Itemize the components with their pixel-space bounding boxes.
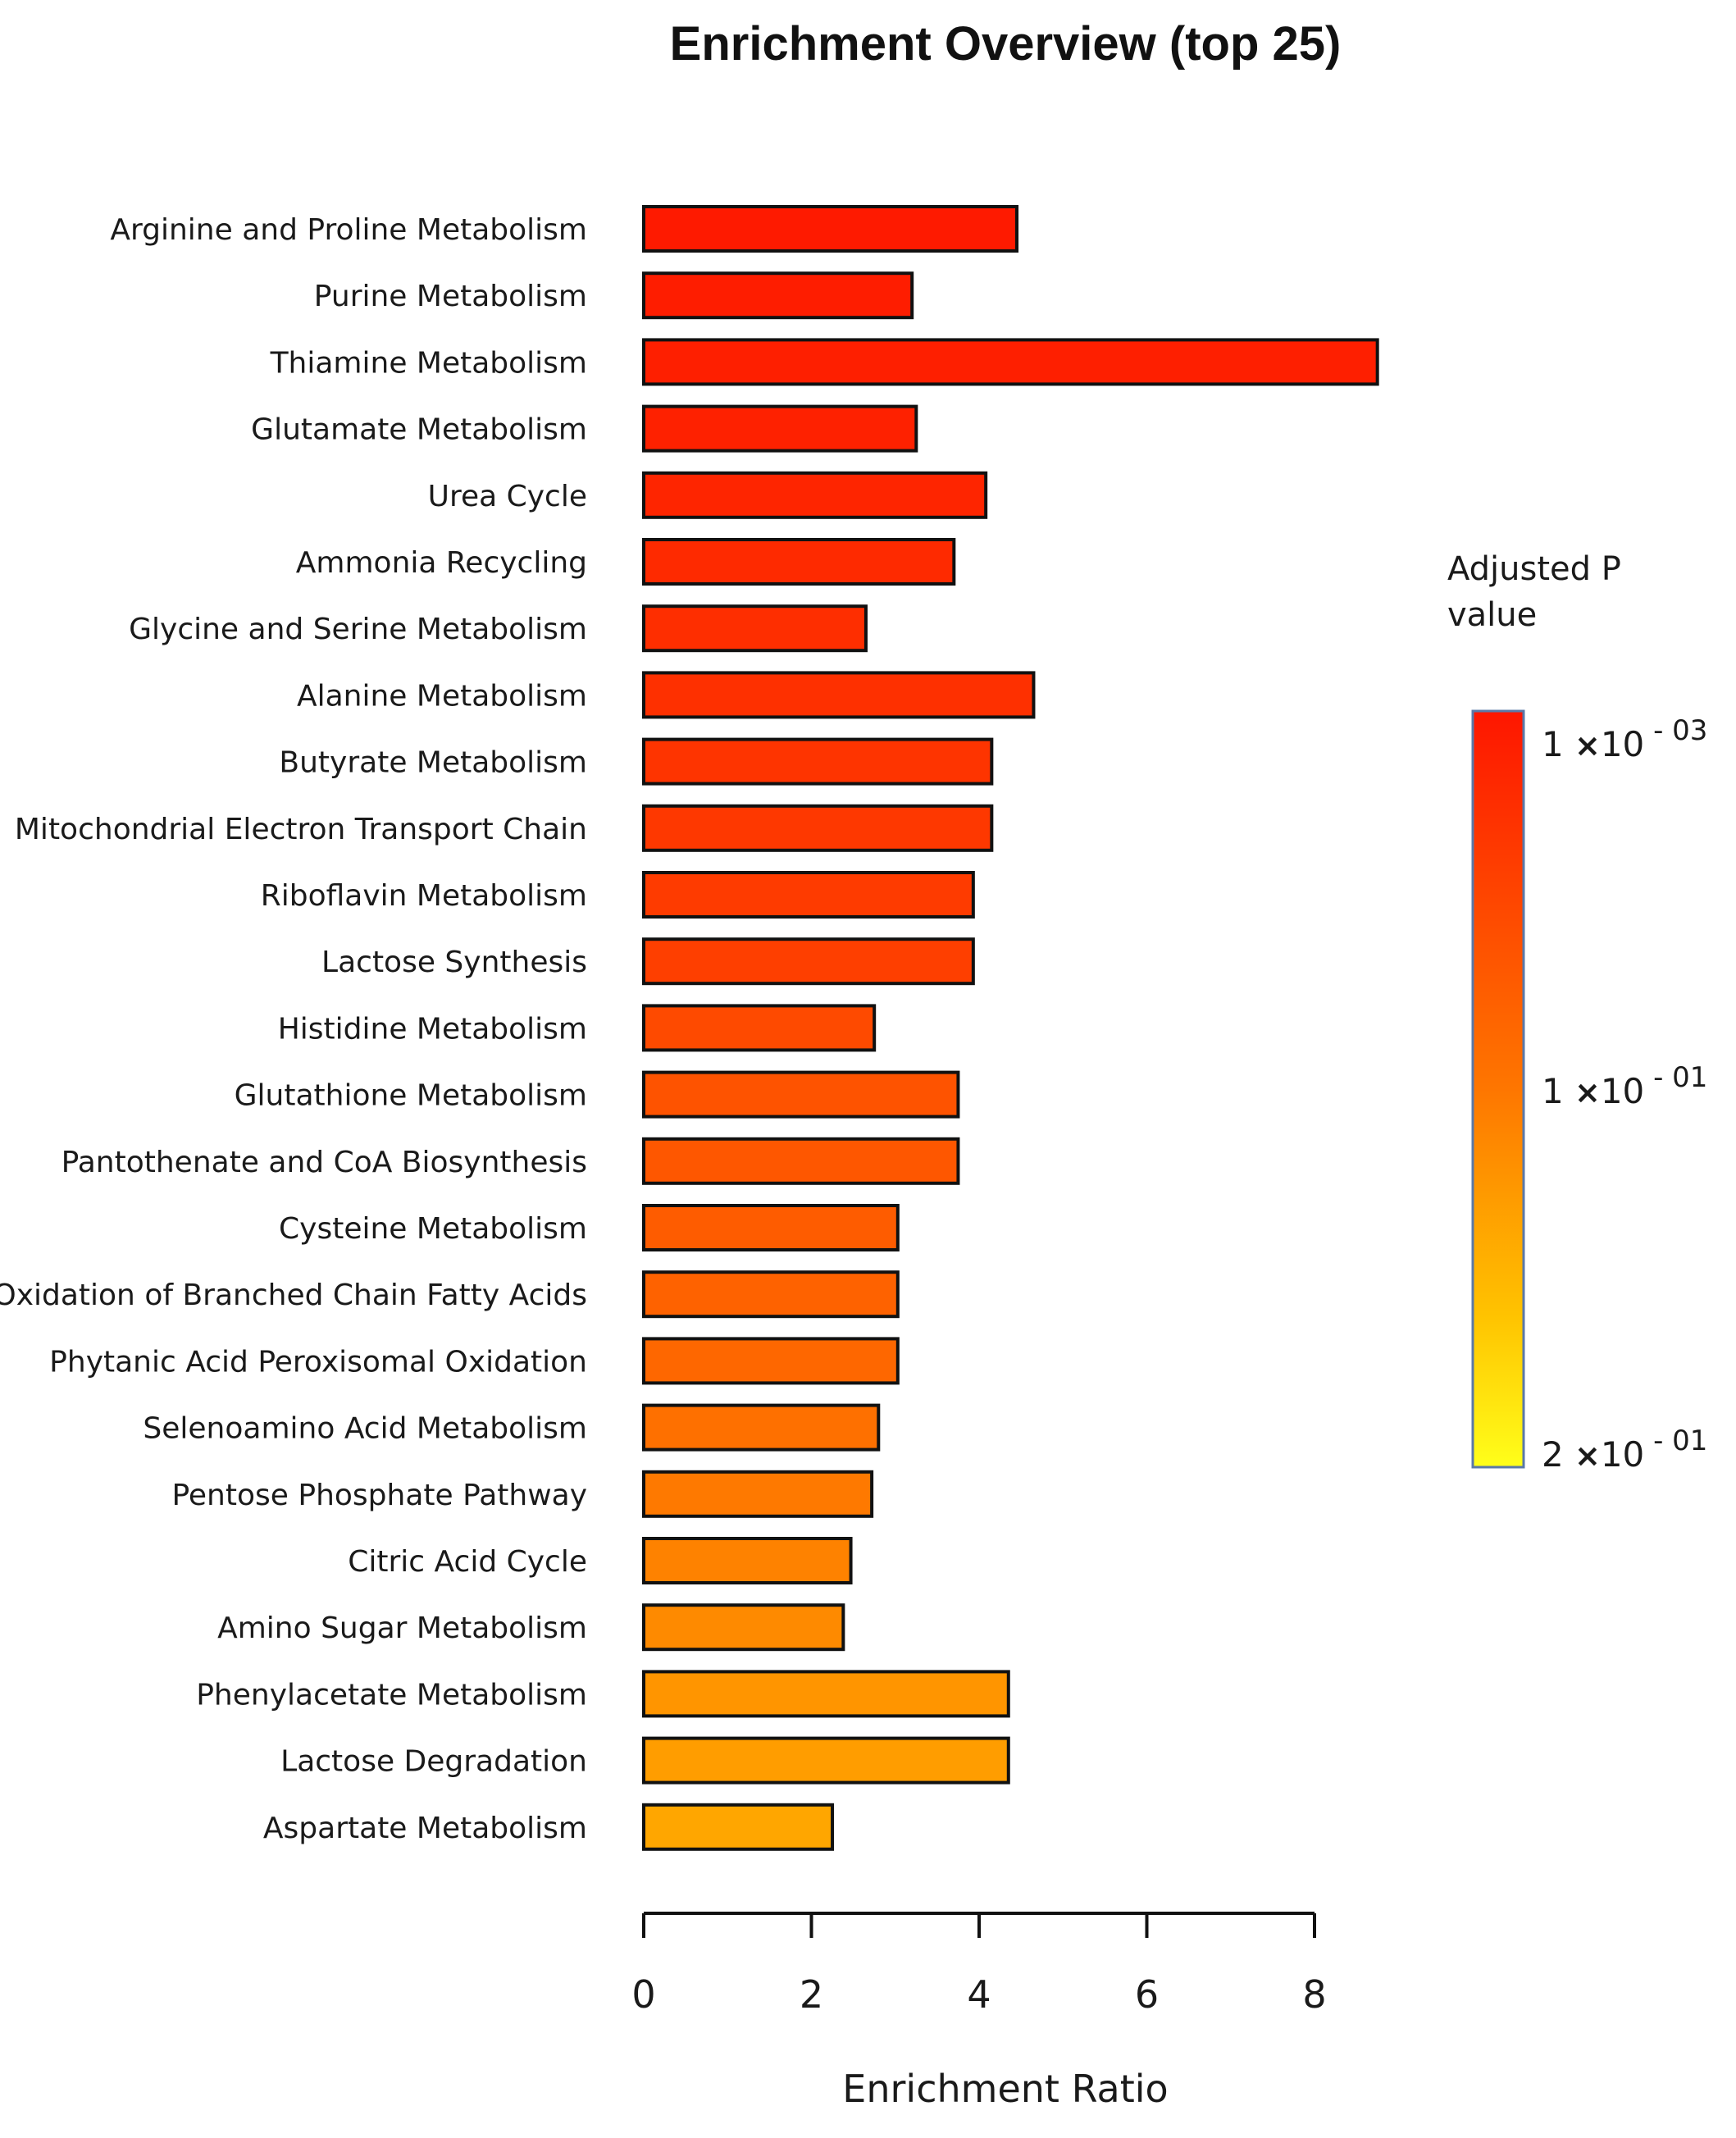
x-ticks-group: 0 2 4 6 8 bbox=[631, 1913, 1327, 2017]
bar bbox=[642, 404, 918, 453]
bar bbox=[642, 1403, 881, 1452]
bar bbox=[642, 338, 1379, 386]
bar bbox=[642, 1270, 900, 1319]
bar bbox=[642, 1470, 874, 1518]
category-label: Citric Acid Cycle bbox=[348, 1545, 587, 1579]
legend-label: 2 ×10 - 01 bbox=[1542, 1425, 1707, 1475]
bar bbox=[642, 804, 994, 852]
category-label: Glutathione Metabolism bbox=[235, 1079, 587, 1113]
category-label: Phenylacetate Metabolism bbox=[196, 1678, 587, 1712]
bar bbox=[642, 1670, 1010, 1718]
category-label: Mitochondrial Electron Transport Chain bbox=[15, 813, 587, 846]
legend-title-line-1: Adjusted P bbox=[1447, 550, 1621, 588]
category-label: Pantothenate and CoA Biosynthesis bbox=[62, 1146, 587, 1179]
category-label: Histidine Metabolism bbox=[278, 1012, 587, 1046]
category-label: Urea Cycle bbox=[428, 480, 587, 513]
category-label: Glycine and Serine Metabolism bbox=[129, 613, 587, 646]
bar bbox=[642, 937, 975, 986]
category-label: Lactose Synthesis bbox=[321, 946, 587, 979]
x-tick-label: 2 bbox=[800, 1972, 823, 2017]
bar bbox=[642, 671, 1036, 719]
x-tick-label: 6 bbox=[1135, 1972, 1159, 2017]
legend-label: 1 ×10 - 01 bbox=[1542, 1061, 1707, 1111]
bar bbox=[642, 1803, 835, 1851]
category-label: Riboflavin Metabolism bbox=[261, 879, 587, 913]
x-tick-label: 0 bbox=[631, 1972, 655, 2017]
bars-group bbox=[642, 205, 1379, 1851]
category-label: Arginine and Proline Metabolism bbox=[110, 213, 587, 247]
category-label: Lactose Degradation bbox=[280, 1745, 587, 1779]
category-labels-group: Arginine and Proline Metabolism Purine Me… bbox=[0, 213, 587, 1845]
bar bbox=[642, 205, 1019, 253]
category-label: Purine Metabolism bbox=[314, 280, 587, 313]
category-label: Ammonia Recycling bbox=[296, 546, 587, 580]
category-label: Selenoamino Acid Metabolism bbox=[143, 1412, 587, 1446]
bar bbox=[642, 1137, 960, 1185]
bar bbox=[642, 1004, 877, 1052]
bar bbox=[642, 1070, 960, 1119]
bar bbox=[642, 1603, 845, 1652]
bar bbox=[642, 871, 975, 919]
category-label: Aspartate Metabolism bbox=[263, 1812, 587, 1845]
category-label: Cysteine Metabolism bbox=[279, 1212, 587, 1246]
category-label: Thiamine Metabolism bbox=[270, 346, 587, 380]
x-axis-title: Enrichment Ratio bbox=[842, 2067, 1168, 2111]
legend-title-line-2: value bbox=[1447, 596, 1537, 634]
category-label: Phytanic Acid Peroxisomal Oxidation bbox=[49, 1345, 587, 1379]
bar bbox=[642, 1736, 1010, 1785]
bar bbox=[642, 737, 994, 786]
category-label: Amino Sugar Metabolism bbox=[217, 1611, 587, 1645]
x-axis: 0 2 4 6 8 bbox=[631, 1912, 1327, 2017]
bar bbox=[642, 604, 868, 653]
legend-labels-group: 1 ×10 - 03 1 ×10 - 01 2 ×10 - 01 bbox=[1542, 714, 1707, 1475]
category-label: Pentose Phosphate Pathway bbox=[171, 1479, 587, 1512]
bar bbox=[642, 271, 914, 320]
bar bbox=[642, 1204, 900, 1251]
chart-title: Enrichment Overview (top 25) bbox=[670, 17, 1342, 71]
bar bbox=[642, 538, 956, 586]
legend-colorbar bbox=[1471, 709, 1525, 1469]
category-label: Butyrate Metabolism bbox=[279, 746, 587, 780]
color-legend: Adjusted P value 1 ×10 - 03 1 ×10 - 01 2 ×… bbox=[1447, 550, 1707, 1475]
x-tick-label: 4 bbox=[967, 1972, 991, 2017]
bar bbox=[642, 1337, 900, 1385]
bar bbox=[642, 1537, 853, 1584]
category-label: Glutamate Metabolism bbox=[251, 413, 587, 447]
x-tick-label: 8 bbox=[1302, 1972, 1326, 2017]
legend-label: 1 ×10 - 03 bbox=[1542, 714, 1707, 764]
category-label: Oxidation of Branched Chain Fatty Acids bbox=[0, 1279, 587, 1312]
category-label: Alanine Metabolism bbox=[297, 679, 587, 713]
bar bbox=[642, 471, 988, 519]
